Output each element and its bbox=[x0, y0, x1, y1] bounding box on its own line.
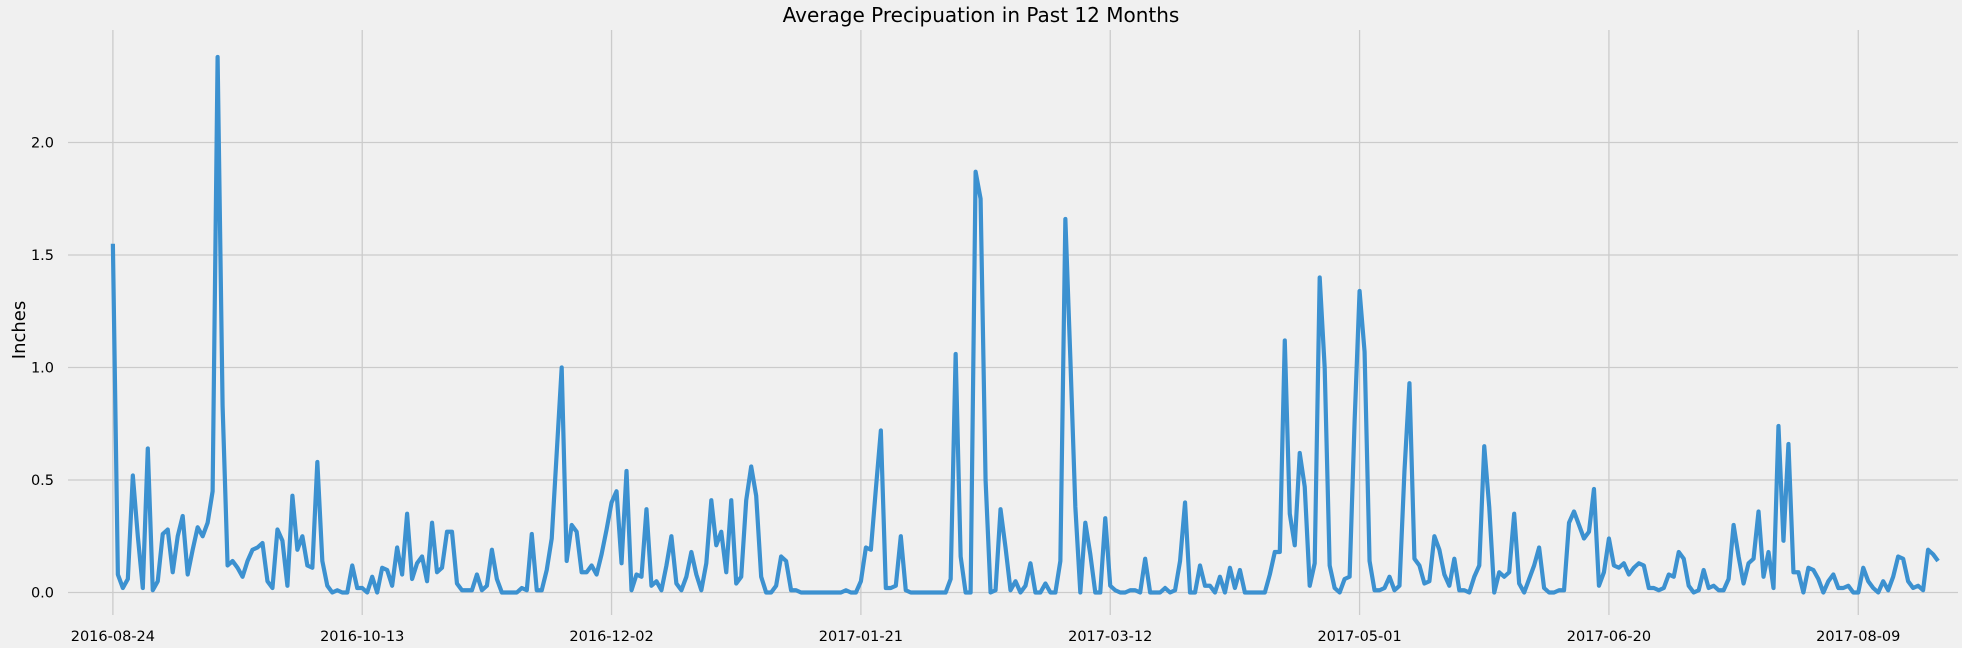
x-tick-label: 2016-10-13 bbox=[320, 629, 404, 645]
y-tick-label: 0.5 bbox=[31, 473, 54, 489]
y-tick-label: 2.0 bbox=[31, 136, 54, 152]
series-group bbox=[110, 54, 1940, 595]
y-tick-label: 1.0 bbox=[31, 361, 54, 377]
y-gridlines bbox=[68, 141, 1958, 594]
y-tick-label: 0.0 bbox=[31, 586, 54, 602]
x-tick-label: 2017-08-09 bbox=[1816, 629, 1900, 645]
y-tick-label: 1.5 bbox=[31, 248, 54, 264]
chart-title: Average Precipuation in Past 12 Months bbox=[783, 3, 1180, 27]
x-tick-label: 2017-01-21 bbox=[819, 629, 903, 645]
x-tick-label: 2017-03-12 bbox=[1068, 629, 1152, 645]
precipitation-series-line bbox=[110, 54, 1940, 595]
x-tick-label: 2017-06-20 bbox=[1567, 629, 1651, 645]
y-axis-label: Inches bbox=[9, 301, 30, 359]
x-tick-label: 2017-05-01 bbox=[1317, 629, 1401, 645]
y-tick-labels: 0.0 0.5 1.0 1.5 2.0 bbox=[31, 136, 54, 602]
x-tick-label: 2016-12-02 bbox=[569, 629, 653, 645]
x-tick-label: 2016-08-24 bbox=[71, 629, 155, 645]
x-tick-labels: 2016-08-24 2016-10-13 2016-12-02 2017-01-21… bbox=[71, 629, 1901, 645]
